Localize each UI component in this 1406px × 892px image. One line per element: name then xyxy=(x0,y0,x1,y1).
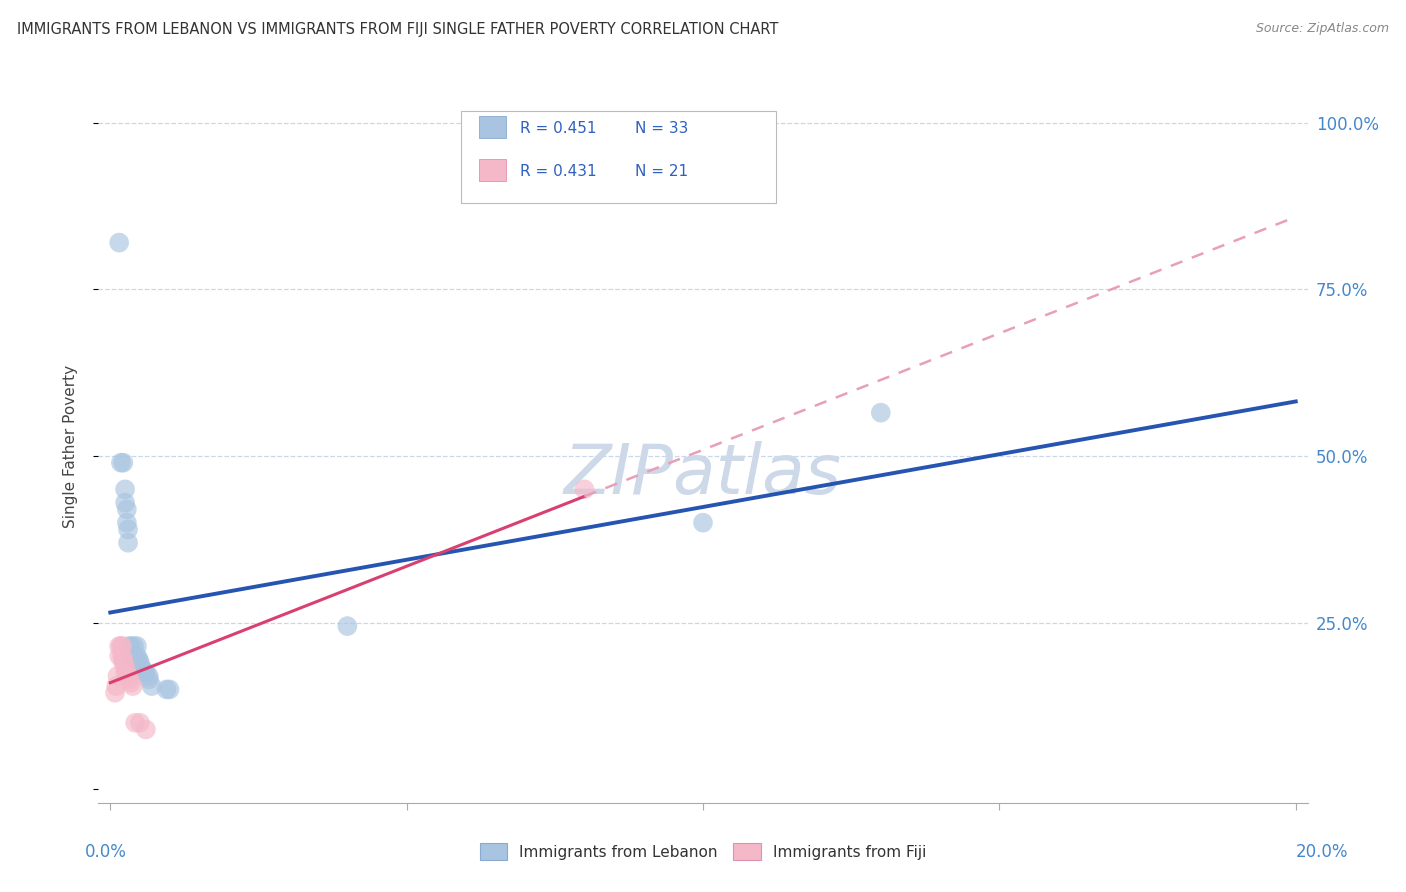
Point xyxy=(138,669,160,683)
Point xyxy=(112,456,135,470)
Point xyxy=(110,639,132,653)
FancyBboxPatch shape xyxy=(479,116,506,137)
Point xyxy=(125,639,148,653)
Point xyxy=(105,669,128,683)
Point xyxy=(118,639,141,653)
Point xyxy=(336,619,359,633)
Point xyxy=(159,682,181,697)
FancyBboxPatch shape xyxy=(479,159,506,180)
Point xyxy=(122,639,145,653)
Point xyxy=(134,665,156,680)
Point xyxy=(869,406,891,420)
Text: R = 0.431: R = 0.431 xyxy=(520,164,598,178)
Point xyxy=(114,483,136,497)
Text: 0.0%: 0.0% xyxy=(84,843,127,861)
Point xyxy=(120,649,142,664)
Point xyxy=(124,715,146,730)
Point xyxy=(135,723,157,737)
Point xyxy=(111,649,134,664)
Text: ZIPatlas: ZIPatlas xyxy=(564,441,842,508)
Point xyxy=(135,665,157,680)
Point xyxy=(124,652,146,666)
Text: IMMIGRANTS FROM LEBANON VS IMMIGRANTS FROM FIJI SINGLE FATHER POVERTY CORRELATIO: IMMIGRANTS FROM LEBANON VS IMMIGRANTS FR… xyxy=(17,22,779,37)
Point xyxy=(141,679,163,693)
Text: N = 33: N = 33 xyxy=(636,121,689,136)
Point xyxy=(117,535,139,549)
Point xyxy=(129,662,152,676)
Point xyxy=(114,496,136,510)
Point xyxy=(115,502,138,516)
Point xyxy=(121,679,143,693)
Point xyxy=(115,516,138,530)
Point xyxy=(129,715,152,730)
Point xyxy=(129,659,152,673)
Point xyxy=(112,652,135,666)
Point xyxy=(129,656,152,670)
Point xyxy=(108,639,131,653)
Point xyxy=(114,665,136,680)
Point xyxy=(108,235,131,250)
Point xyxy=(120,639,142,653)
Point xyxy=(104,686,127,700)
Point xyxy=(118,673,141,687)
Point xyxy=(112,656,135,670)
Point xyxy=(121,649,143,664)
Y-axis label: Single Father Poverty: Single Father Poverty xyxy=(63,365,77,527)
Text: N = 21: N = 21 xyxy=(636,164,689,178)
Point xyxy=(120,675,142,690)
Point xyxy=(574,483,596,497)
Point xyxy=(105,679,128,693)
Point xyxy=(138,673,160,687)
Point xyxy=(111,639,134,653)
Point xyxy=(125,649,148,664)
Point xyxy=(108,649,131,664)
Point xyxy=(155,682,177,697)
Point xyxy=(117,669,139,683)
Point xyxy=(692,516,714,530)
FancyBboxPatch shape xyxy=(461,111,776,203)
Point xyxy=(114,659,136,673)
Text: R = 0.451: R = 0.451 xyxy=(520,121,598,136)
Text: Source: ZipAtlas.com: Source: ZipAtlas.com xyxy=(1256,22,1389,36)
Point xyxy=(122,649,145,664)
Legend: Immigrants from Lebanon, Immigrants from Fiji: Immigrants from Lebanon, Immigrants from… xyxy=(474,837,932,866)
Point xyxy=(128,652,150,666)
Point xyxy=(110,456,132,470)
Point xyxy=(132,662,155,676)
Point xyxy=(115,665,138,680)
Text: 20.0%: 20.0% xyxy=(1295,843,1348,861)
Point xyxy=(117,522,139,536)
